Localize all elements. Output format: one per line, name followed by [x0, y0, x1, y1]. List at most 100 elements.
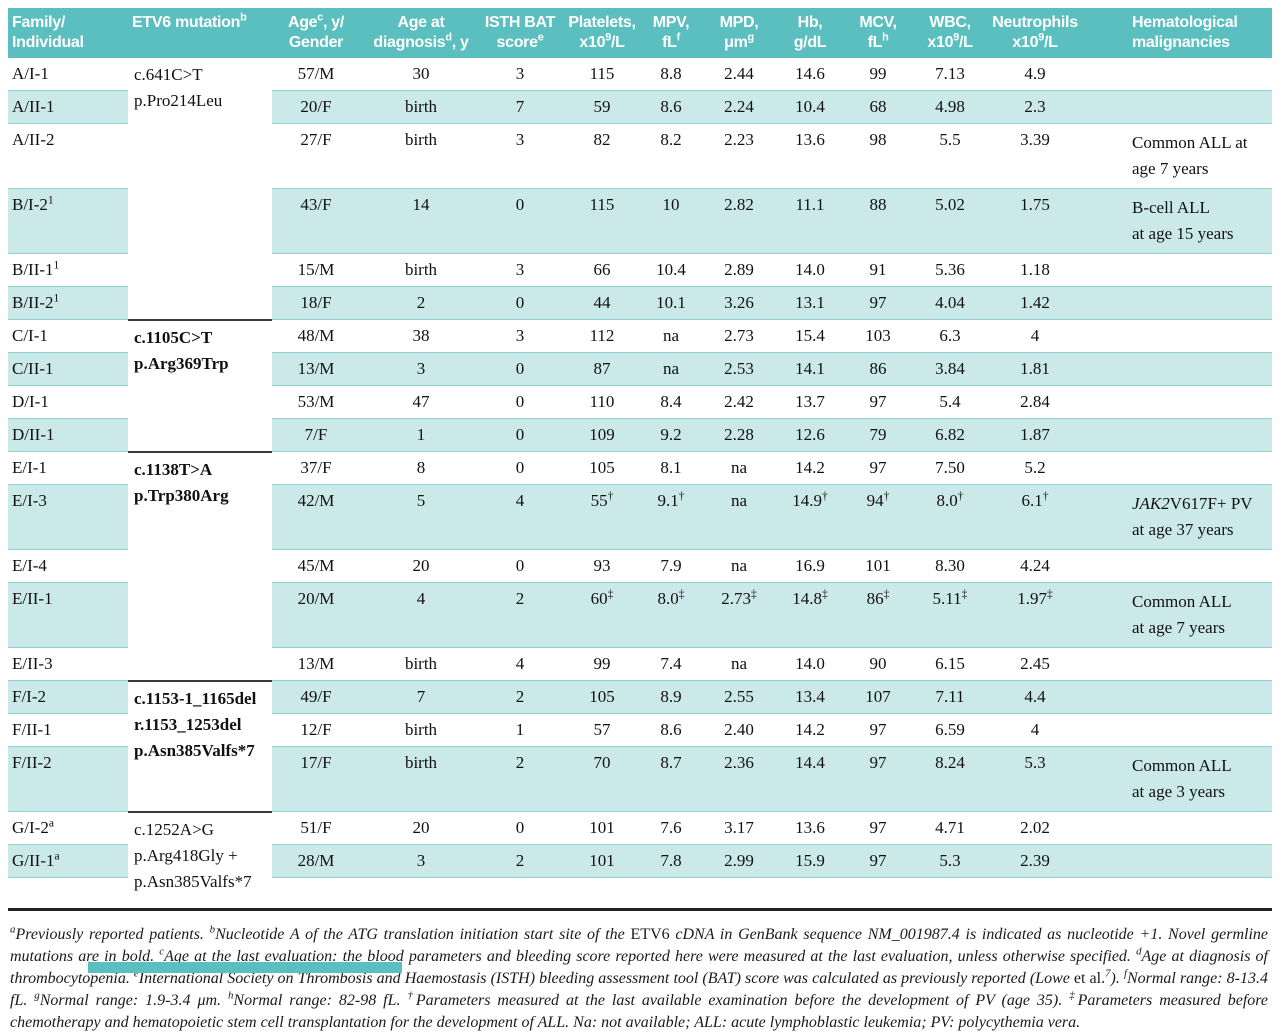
cell-mcv: 97 [838, 713, 918, 747]
cell-mpv: 8.6 [646, 713, 696, 747]
spacer-cell [360, 877, 482, 910]
cell-mcv: 97 [838, 286, 918, 320]
cell-age_dx: 14 [360, 188, 482, 254]
cell-wbc: 6.3 [918, 319, 982, 353]
cell-plt: 70 [558, 746, 646, 812]
table-row-E/II-1: E/II-1 20/M 4 2 60‡ 8.0‡ 2.73‡ 14.8‡ 86‡ 5.11‡ 1.9… [8, 582, 1272, 648]
cell-mpv: 8.9 [646, 680, 696, 714]
cell-plt: 87 [558, 352, 646, 386]
cell-mcv: 103 [838, 319, 918, 353]
cell-mpd: 2.99 [696, 844, 782, 878]
cell-neut: 4 [982, 319, 1088, 353]
cell-mpv: 10 [646, 188, 696, 254]
cell-neut: 4.4 [982, 680, 1088, 714]
cell-plt: 109 [558, 418, 646, 452]
cell-mcv: 97 [838, 385, 918, 419]
cell-mpd: 2.42 [696, 385, 782, 419]
table-row-C/II-1: C/II-1 13/M 3 0 87 na 2.53 14.1 86 3.84 1.81 [8, 352, 1272, 386]
cell-mpv: 8.1 [646, 451, 696, 485]
cell-malig: B-cell ALL at age 15 years [1088, 188, 1272, 254]
cell-plt: 93 [558, 549, 646, 583]
cell-wbc: 4.71 [918, 811, 982, 845]
cell-mcv: 79 [838, 418, 918, 452]
cell-mpd: 2.53 [696, 352, 782, 386]
cell-hb: 11.1 [782, 188, 838, 254]
cell-age_gender: 17/F [272, 746, 360, 812]
cell-mpv: 7.9 [646, 549, 696, 583]
cell-mpd: 3.17 [696, 811, 782, 845]
cell-family: G/II-1a [8, 844, 128, 878]
table-row-A/II-2: A/II-2 27/F birth 3 82 8.2 2.23 13.6 98 5.5 3.39 Co… [8, 123, 1272, 189]
cell-bat: 2 [482, 680, 558, 714]
cell-bat: 2 [482, 746, 558, 812]
cell-plt: 59 [558, 90, 646, 124]
cell-malig [1088, 90, 1272, 124]
cell-family: F/II-1 [8, 713, 128, 747]
cell-mpv: 10.4 [646, 253, 696, 287]
cell-age_gender: 43/F [272, 188, 360, 254]
table-row-G/II-1a: G/II-1a 28/M 3 2 101 7.8 2.99 15.9 97 5.3 2.39 [8, 844, 1272, 878]
cell-neut: 4.24 [982, 549, 1088, 583]
cell-age_dx: 3 [360, 844, 482, 878]
cell-mpd: 2.82 [696, 188, 782, 254]
cell-age_gender: 13/M [272, 647, 360, 681]
cell-bat: 0 [482, 352, 558, 386]
cell-age_gender: 37/F [272, 451, 360, 485]
cell-wbc: 5.5 [918, 123, 982, 189]
cell-wbc: 3.84 [918, 352, 982, 386]
cell-plt: 55† [558, 484, 646, 550]
table-row-C/I-1: C/I-1 c.1105C>T p.Arg369Trp 48/M 38 3 112 na 2.7… [8, 318, 1272, 452]
cell-plt: 57 [558, 713, 646, 747]
col-header-family: Family/Individual [8, 8, 128, 58]
cell-wbc: 7.50 [918, 451, 982, 485]
cell-mpv: 8.6 [646, 90, 696, 124]
cell-mcv: 97 [838, 844, 918, 878]
cell-neut: 1.75 [982, 188, 1088, 254]
cell-wbc: 6.15 [918, 647, 982, 681]
cell-mpd: 2.73‡ [696, 582, 782, 648]
cell-age_gender: 53/M [272, 385, 360, 419]
table-row-A/II-1: A/II-1 20/F birth 7 59 8.6 2.24 10.4 68 4.98 2.3 [8, 90, 1272, 124]
table-row-E/I-4: E/I-4 45/M 20 0 93 7.9 na 16.9 101 8.30 4.24 [8, 549, 1272, 583]
cell-age_dx: birth [360, 647, 482, 681]
cell-age_dx: 47 [360, 385, 482, 419]
cell-family: B/I-21 [8, 188, 128, 254]
cell-wbc: 5.11‡ [918, 582, 982, 648]
cell-hb: 10.4 [782, 90, 838, 124]
cell-age_gender: 42/M [272, 484, 360, 550]
cell-hb: 13.6 [782, 811, 838, 845]
cell-mpd: 2.36 [696, 746, 782, 812]
cell-neut: 1.97‡ [982, 582, 1088, 648]
cell-bat: 4 [482, 647, 558, 681]
cell-mpv: 9.1† [646, 484, 696, 550]
cell-malig [1088, 319, 1272, 353]
cell-age_gender: 13/M [272, 352, 360, 386]
cell-age_gender: 57/M [272, 58, 360, 91]
cell-family: B/II-21 [8, 286, 128, 320]
cell-plt: 99 [558, 647, 646, 681]
spacer-cell [782, 877, 838, 910]
cell-malig [1088, 811, 1272, 845]
spacer-cell [8, 877, 128, 910]
cell-hb: 13.6 [782, 123, 838, 189]
cell-mpv: 8.0‡ [646, 582, 696, 648]
cell-malig [1088, 680, 1272, 714]
cell-hb: 14.4 [782, 746, 838, 812]
cell-age_dx: 3 [360, 352, 482, 386]
cell-mpd: na [696, 549, 782, 583]
cell-malig: Common ALL at age 7 years [1088, 582, 1272, 648]
col-header-mutation: ETV6 mutationb [128, 8, 272, 58]
cell-wbc: 7.13 [918, 58, 982, 91]
cell-age_dx: 30 [360, 58, 482, 91]
cell-age_gender: 48/M [272, 319, 360, 353]
cell-malig [1088, 385, 1272, 419]
cell-malig [1088, 713, 1272, 747]
cell-age_dx: 5 [360, 484, 482, 550]
cell-mcv: 107 [838, 680, 918, 714]
table-row-F/I-2: F/I-2 c.1153-1_1165del r.1153_1253del p.Asn… [8, 679, 1272, 812]
cell-bat: 0 [482, 418, 558, 452]
cell-mpv: 9.2 [646, 418, 696, 452]
cell-wbc: 7.11 [918, 680, 982, 714]
cell-family: C/I-1 [8, 319, 128, 353]
cell-family: A/I-1 [8, 58, 128, 91]
